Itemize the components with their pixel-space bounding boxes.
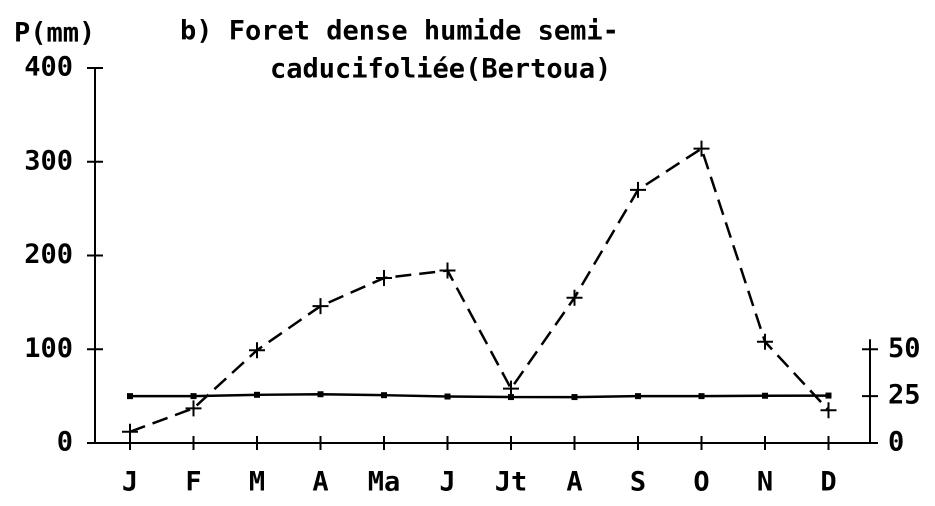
line <box>129 146 830 433</box>
x-tick-label: M <box>249 467 265 498</box>
point-marker <box>312 298 329 315</box>
x-tick-label: D <box>820 467 836 498</box>
point-marker <box>693 140 710 157</box>
point-marker <box>122 423 138 440</box>
y2-tick-label: 0 <box>888 427 904 458</box>
x-tick-label: Jt <box>495 467 528 498</box>
point-marker <box>825 392 832 399</box>
x-tick-label: J <box>439 467 455 498</box>
x-tick-label: A <box>566 467 582 498</box>
y-tick-label: 200 <box>24 239 73 270</box>
y2-tick-label: 50 <box>888 333 921 364</box>
y-axis-label: P(mm) <box>14 18 95 49</box>
y2-tick-label: 25 <box>888 380 921 411</box>
point-marker <box>820 402 837 419</box>
x-tick-label: Ma <box>368 467 401 498</box>
y-tick-label: 300 <box>24 145 73 176</box>
point-marker <box>566 289 583 306</box>
point-marker <box>317 391 324 398</box>
point-marker <box>190 393 197 400</box>
point-marker <box>254 391 260 398</box>
point-marker <box>757 333 773 350</box>
x-tick-label: N <box>757 467 773 498</box>
point-marker <box>127 393 133 400</box>
point-marker <box>249 342 265 359</box>
y-tick-label: 100 <box>24 333 73 364</box>
x-tick-label: A <box>312 467 328 498</box>
line <box>130 392 829 399</box>
point-marker <box>508 394 514 401</box>
point-marker <box>762 392 768 399</box>
x-tick-label: O <box>693 467 709 498</box>
point-marker <box>635 393 641 400</box>
chart-title: caducifoliée(Bertoua) <box>270 54 611 85</box>
x-tick-label: S <box>630 467 646 498</box>
chart-title: b) Foret dense humide semi- <box>180 16 619 47</box>
point-marker <box>381 392 387 399</box>
point-marker <box>185 400 202 417</box>
y-tick-label: 400 <box>24 52 73 83</box>
x-tick-label: F <box>185 467 201 498</box>
point-marker <box>630 181 646 198</box>
x-tick-label: J <box>122 467 138 498</box>
point-marker <box>503 380 519 397</box>
point-marker <box>698 393 705 400</box>
point-marker <box>571 394 578 401</box>
point-marker <box>439 262 456 279</box>
point-marker <box>376 270 392 286</box>
point-marker <box>444 393 451 400</box>
y-tick-label: 0 <box>57 427 73 458</box>
